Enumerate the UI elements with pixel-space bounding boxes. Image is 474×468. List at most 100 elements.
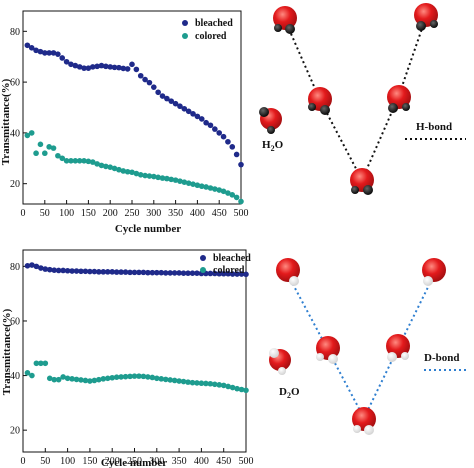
bottom-colored-point	[229, 384, 236, 391]
bottom-y-axis-title: Transmittance(%)	[1, 308, 13, 395]
top-colored-point	[133, 170, 140, 177]
top-x-tick-label: 350	[168, 208, 183, 219]
bottom-colored-point	[194, 380, 200, 386]
dbond-line-left	[287, 274, 329, 351]
bottom-colored-point	[127, 373, 133, 380]
top-bleached-point	[76, 64, 83, 70]
top-data-points	[24, 42, 244, 205]
bottom-bleached-point	[46, 266, 53, 273]
hbond-label: H-bond	[416, 121, 452, 133]
bottom-legend-marker-colored	[200, 267, 206, 273]
bottom-y-tick-label: 60	[10, 316, 20, 327]
top-bleached-point	[216, 130, 222, 136]
top-colored-point	[124, 168, 131, 175]
bottom-colored-point	[82, 377, 89, 384]
top-x-tick-label: 250	[125, 208, 140, 219]
heavy-water-molecule	[269, 348, 291, 375]
bottom-x-tick-label: 200	[105, 456, 120, 467]
top-bleached-point	[137, 72, 144, 79]
bottom-colored-point	[131, 373, 138, 379]
top-colored-point	[177, 178, 183, 184]
top-colored-point	[151, 173, 157, 180]
top-bleached-point	[212, 126, 218, 132]
bottom-bleached-point	[194, 270, 200, 277]
top-bleached-point	[33, 47, 39, 54]
water-molecule	[414, 3, 438, 31]
top-bleached-point	[42, 50, 48, 56]
top-colored-point	[142, 172, 148, 179]
top-x-axis-title: Cycle number	[115, 223, 181, 235]
top-colored-point	[229, 192, 236, 198]
dbond-line-right	[397, 274, 435, 349]
bottom-bleached-point	[149, 269, 156, 276]
heavy-water-molecule	[276, 258, 300, 286]
bottom-bleached-point	[96, 269, 102, 275]
top-colored-point	[172, 177, 179, 183]
bottom-bleached-point	[64, 267, 71, 274]
bottom-colored-point	[60, 374, 66, 380]
bottom-bleached-point	[60, 267, 66, 274]
bottom-colored-point	[211, 381, 218, 388]
bottom-bleached-point	[82, 268, 89, 275]
top-bleached-point	[50, 50, 57, 56]
bottom-bleached-point	[109, 269, 115, 275]
top-bleached-point	[181, 105, 188, 112]
bottom-colored-point	[203, 380, 209, 387]
bottom-colored-point	[73, 376, 80, 383]
top-colored-point	[146, 173, 153, 179]
bottom-colored-point	[91, 377, 98, 384]
top-x-tick-label: 50	[40, 208, 50, 219]
bottom-bleached-point	[154, 269, 160, 276]
bottom-colored-point	[140, 373, 147, 380]
bottom-colored-point	[225, 383, 231, 390]
top-colored-point	[137, 171, 144, 178]
bottom-x-tick-label: 400	[194, 456, 209, 467]
top-y-tick-label: 40	[10, 128, 20, 139]
top-colored-point	[212, 186, 218, 192]
top-bleached-point	[55, 51, 61, 57]
top-colored-point	[94, 161, 100, 167]
top-colored-point	[194, 182, 201, 189]
top-colored-point	[46, 144, 52, 150]
bottom-bleached-point	[220, 270, 227, 277]
top-y-axis-title: Transmittance(%)	[0, 78, 12, 165]
heavy-water-molecule	[386, 334, 410, 362]
bottom-colored-point	[167, 377, 173, 383]
bottom-colored-point	[64, 375, 71, 382]
top-x-tick-label: 100	[59, 208, 74, 219]
top-colored-point	[103, 163, 109, 170]
top-legend-marker-bleached	[182, 20, 188, 26]
top-colored-point	[181, 179, 188, 185]
bottom-colored-point	[234, 385, 240, 392]
bottom-colored-point	[113, 374, 120, 381]
water-molecule	[350, 168, 374, 195]
bottom-bleached-point	[78, 268, 84, 275]
top-bleached-point	[220, 133, 227, 140]
top-legend-label-bleached: bleached	[195, 18, 233, 29]
bottom-x-tick-label: 100	[60, 456, 75, 467]
top-colored-point	[155, 174, 161, 181]
h2o-label: H2O	[262, 139, 284, 153]
bottom-bleached-point	[51, 267, 58, 274]
bottom-colored-point	[198, 380, 205, 387]
top-bleached-point	[164, 95, 170, 102]
top-bleached-point	[151, 84, 157, 90]
top-colored-point	[185, 180, 192, 186]
bottom-legend-label-bleached: bleached	[213, 253, 251, 264]
bottom-bleached-point	[140, 269, 147, 276]
bottom-bleached-point	[131, 269, 138, 276]
bottom-bleached-point	[29, 262, 35, 268]
top-x-tick-label: 200	[103, 208, 118, 219]
bottom-colored-point	[149, 374, 156, 381]
bottom-colored-point	[136, 373, 142, 379]
heavy-water-molecule	[352, 407, 376, 435]
water-molecule	[387, 85, 411, 113]
bottom-x-axis-title: Cycle number	[101, 457, 167, 468]
bottom-colored-point	[42, 360, 49, 367]
heavy-water-molecule	[316, 336, 340, 364]
bottom-x-tick-label: 300	[149, 456, 164, 467]
water-molecule	[308, 87, 332, 115]
top-y-tick-label: 60	[10, 78, 20, 89]
